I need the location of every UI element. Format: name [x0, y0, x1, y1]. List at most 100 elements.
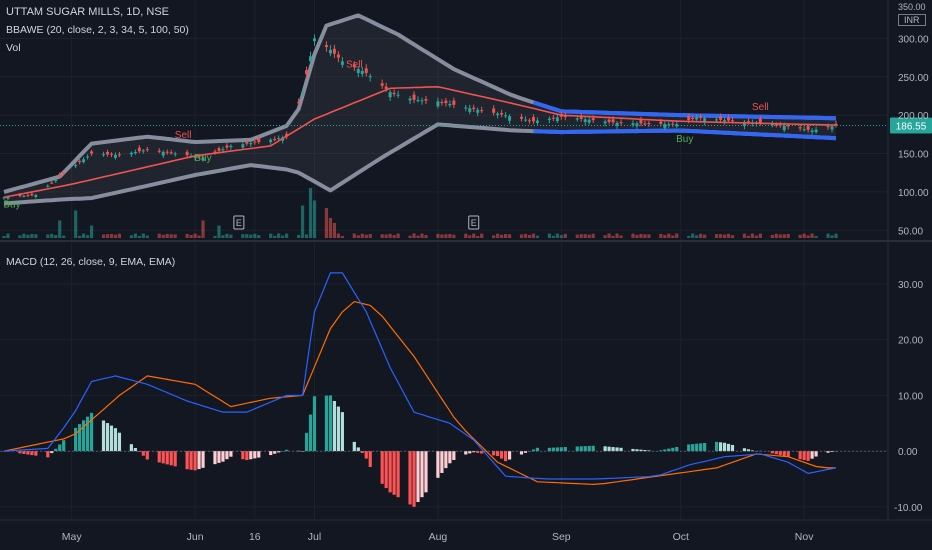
volume-bar: [26, 234, 30, 238]
candle-body: [30, 193, 34, 196]
histogram-bar: [587, 445, 591, 452]
volume-bar: [591, 233, 595, 238]
axes: 50.00 100.00 150.00 200.00 250.00 300.00 -10.0…: [62, 34, 929, 543]
volume-bar: [241, 234, 245, 238]
candle-body: [826, 126, 830, 128]
volume-bar: [82, 233, 86, 238]
candle-body: [340, 61, 344, 65]
volume-bar: [468, 235, 472, 238]
histogram-bar: [384, 451, 388, 489]
histogram-bar: [448, 451, 452, 464]
volume-bar: [802, 233, 806, 238]
candle-body: [213, 151, 217, 153]
volume-bar: [50, 233, 54, 238]
volume-bar: [519, 234, 524, 238]
volume-bar: [527, 234, 532, 238]
macd-legend[interactable]: MACD (12, 26, close, 9, EMA, EMA): [6, 256, 176, 268]
candle-body: [332, 48, 336, 54]
volume-bar: [810, 233, 814, 238]
candle-body: [814, 129, 818, 133]
histogram-bar: [424, 451, 428, 493]
volume-bar: [141, 233, 145, 238]
candle-body: [643, 123, 647, 125]
histogram-bar: [420, 451, 424, 498]
histogram-bar: [304, 432, 309, 452]
volume-bar: [185, 233, 189, 238]
volume-bar: [547, 233, 551, 238]
histogram-bar: [30, 451, 34, 456]
histogram-bar: [611, 447, 615, 452]
candle-body: [468, 108, 472, 112]
volume-bar: [635, 234, 639, 238]
volume-bar: [356, 235, 360, 238]
candle-body: [691, 117, 695, 119]
volume-bar: [476, 235, 480, 238]
volume-bar: [173, 234, 177, 238]
volume-bar: [830, 235, 834, 238]
volume-bar: [583, 234, 587, 238]
histogram-bar: [412, 451, 416, 507]
histogram-bar: [444, 451, 448, 469]
histogram-bar: [742, 448, 747, 452]
bbawe-legend[interactable]: BBAWE (20, close, 2, 3, 34, 5, 100, 50): [6, 24, 189, 36]
histogram-bar: [408, 451, 412, 505]
time-tick-label: Aug: [429, 531, 448, 543]
histogram-bar: [141, 451, 145, 456]
price-pane[interactable]: 186.55 Buy Sell Buy Sell Buy Sell E E: [0, 13, 932, 238]
signal-buy-label: Buy: [676, 134, 693, 145]
volume-bar: [336, 233, 340, 238]
volume-bar: [225, 233, 229, 238]
histogram-bar: [492, 451, 496, 456]
histogram-bar: [328, 395, 333, 452]
candle-body: [631, 123, 635, 125]
last-price-tag: [890, 117, 932, 134]
candle-body: [444, 100, 448, 104]
volume-bar: [54, 235, 58, 238]
macd-tick-label: 0.00: [898, 447, 918, 458]
volume-bar: [503, 233, 508, 238]
volume-bar: [806, 235, 810, 238]
candle-body: [336, 54, 340, 58]
volume-bar: [193, 233, 197, 238]
volume-bar: [285, 233, 289, 238]
candle-body: [26, 195, 30, 197]
histogram-bar: [774, 451, 778, 455]
volume-bar: [217, 225, 221, 238]
candle-body: [396, 94, 400, 96]
volume-bar: [436, 233, 440, 238]
histogram-bar: [277, 451, 281, 453]
histogram-bar: [436, 451, 440, 478]
candle-body: [54, 179, 58, 182]
volume-bar: [137, 235, 141, 238]
candle-body: [34, 195, 38, 197]
volume-bar: [659, 233, 663, 238]
volume-bar: [364, 234, 368, 238]
histogram-bar: [133, 448, 137, 452]
volume-bar: [165, 233, 169, 238]
band-fill: [4, 15, 836, 204]
volume-bar: [507, 234, 512, 238]
histogram-bar: [503, 451, 508, 462]
histogram-bar: [782, 451, 786, 456]
candle-body: [555, 117, 559, 122]
symbol-legend[interactable]: UTTAM SUGAR MILLS, 1D, NSE: [6, 6, 169, 18]
histogram-bar: [281, 451, 285, 452]
time-tick-label: May: [62, 531, 83, 543]
histogram-bar: [464, 451, 468, 455]
volume-bar: [671, 235, 675, 238]
histogram-bar: [416, 451, 420, 503]
macd-pane[interactable]: [0, 272, 888, 507]
candle-body: [2, 197, 6, 199]
candle-body: [798, 127, 802, 129]
histogram-bar: [663, 449, 667, 452]
candle-body: [141, 150, 145, 152]
candle-body: [615, 122, 619, 126]
volume-bar: [750, 233, 755, 238]
histogram-bar: [659, 450, 663, 452]
candle-body: [758, 118, 762, 124]
candle-body: [523, 119, 527, 121]
volume-bar: [551, 235, 555, 238]
histogram-bar: [507, 451, 512, 460]
time-tick-label: Oct: [673, 531, 689, 543]
volume-legend[interactable]: Vol: [6, 42, 21, 54]
